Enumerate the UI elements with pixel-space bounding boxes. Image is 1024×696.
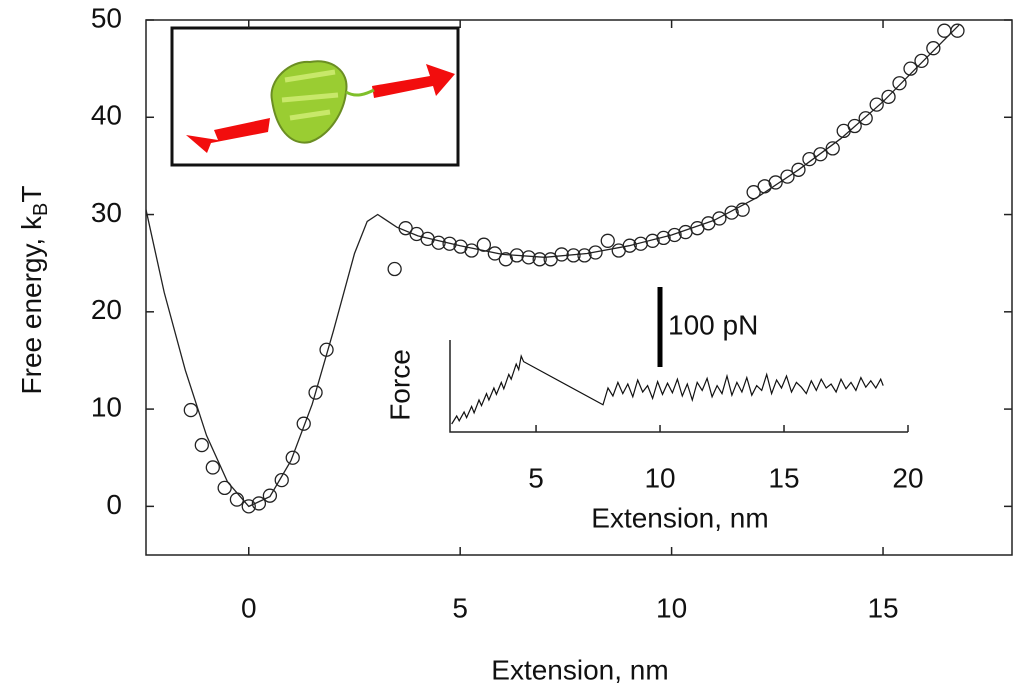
y-axis-label: Free energy, kBT [16,186,52,395]
data-point [532,252,547,267]
data-point [521,250,536,265]
x-tick-label: 15 [867,592,898,623]
inset-y-label: Force [384,349,415,421]
protein-strands [281,69,339,121]
data-point [487,246,503,261]
data-point [262,488,278,503]
data-point [858,111,873,126]
data-point [813,147,828,162]
data-point [183,402,198,418]
y-tick-label: 30 [91,197,122,228]
data-point [926,41,941,56]
data-point [903,61,918,76]
inset-x-tick-label: 5 [528,462,544,493]
data-point [768,175,783,190]
data-point [791,162,806,177]
data-point [950,23,965,38]
data-point [577,248,592,263]
data-point [194,437,209,453]
data-point [914,53,929,69]
data-point [892,76,907,91]
y-label-end: T [16,186,47,203]
data-point [656,230,671,246]
protein-inset [170,26,460,167]
data-point [881,89,896,104]
y-tick-label: 20 [91,294,122,325]
data-point [712,211,727,226]
protein-tail [345,88,375,97]
x-tick-label: 0 [241,592,257,623]
x-axis-label: Extension, nm [491,654,668,685]
data-point [308,385,323,400]
arrow-left [186,118,270,153]
data-point [600,233,615,248]
inset-x-tick-label: 20 [892,462,923,493]
y-tick-label: 40 [91,100,122,131]
y-tick-label: 50 [91,2,122,33]
y-tick-label: 10 [91,391,122,422]
data-point [869,97,884,112]
data-point [724,205,739,220]
scale-bar-label: 100 pN [668,309,758,340]
data-point [667,227,682,243]
plot-frame [145,19,1013,556]
data-point [387,261,402,277]
y-label-text: Free energy, k [16,215,47,394]
data-point [285,450,300,465]
inset-x-tick-label: 10 [644,462,675,493]
data-point [205,460,220,475]
data-point [274,472,289,488]
data-point [464,243,479,258]
x-tick-label: 10 [656,592,687,623]
inset-axes [449,340,908,433]
data-point [241,499,256,514]
data-point [554,247,569,262]
data-point [825,141,840,156]
data-point [442,236,457,251]
fit-line [145,24,960,508]
x-tick-label: 5 [452,592,468,623]
data-point [229,492,245,507]
data-point [296,416,311,431]
force-trace [451,353,884,425]
inset-x-tick-label: 15 [768,462,799,493]
inset-x-label: Extension, nm [591,502,768,533]
y-tick-label: 0 [106,489,122,520]
y-label-sub: B [30,203,52,216]
data-point [251,496,267,511]
data-point [847,118,862,134]
arrow-right [372,64,455,98]
data-point [217,480,232,496]
data-point [780,169,795,184]
data-point [622,238,637,253]
data-point [735,202,750,217]
